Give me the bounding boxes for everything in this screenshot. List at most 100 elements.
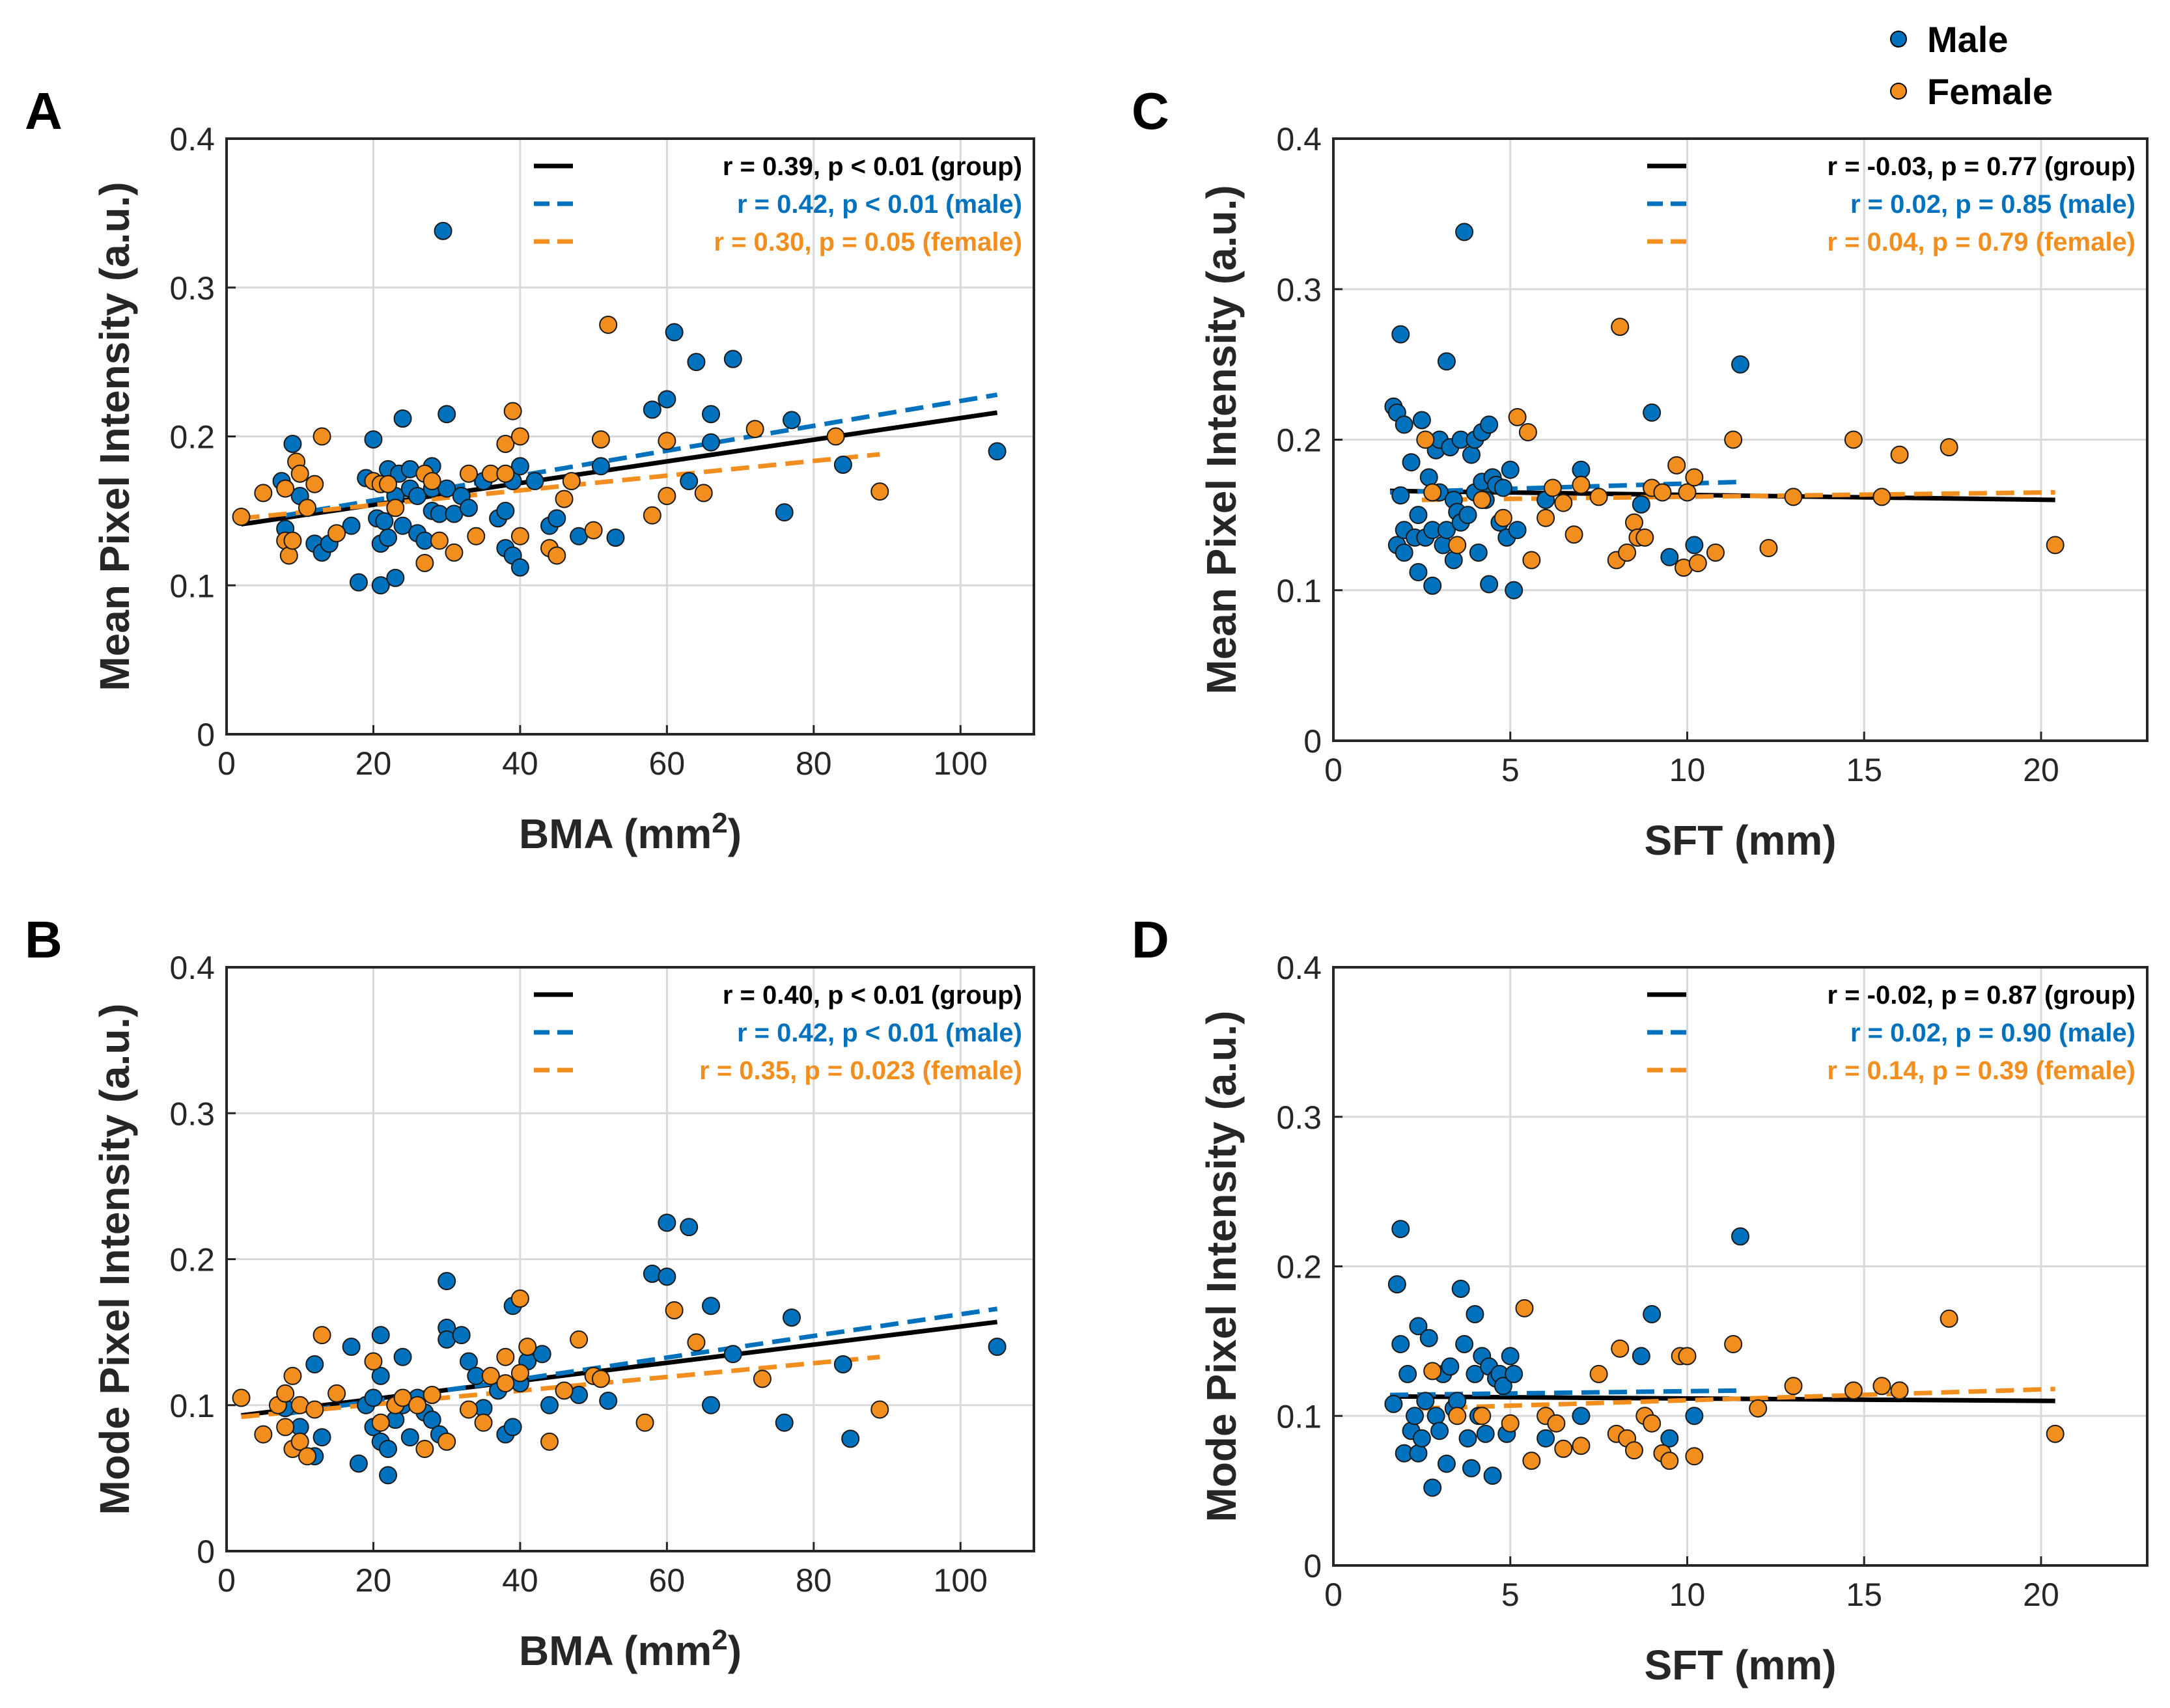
female-point	[1724, 430, 1743, 449]
male-point	[533, 1345, 551, 1364]
male-point	[1441, 1357, 1460, 1376]
male-point	[313, 1428, 331, 1447]
y-tick-label: 0.3	[169, 1095, 215, 1132]
female-point	[503, 402, 522, 420]
female-point	[460, 464, 478, 483]
female-point	[1611, 1339, 1630, 1358]
y-tick-label: 0	[1303, 1548, 1322, 1584]
male-point	[1416, 1392, 1435, 1411]
male-point	[1494, 1377, 1512, 1396]
panel-A: 0 20 40 60 80 100 0 0.1 0.2 0.3 0.4 BMA (mm2) Mean P…	[25, 82, 1035, 857]
male-point	[1501, 460, 1520, 479]
male-point	[364, 430, 383, 449]
male-point	[783, 1308, 801, 1327]
female-point	[1589, 1364, 1608, 1383]
male-point	[1731, 1227, 1749, 1246]
female-point	[510, 1289, 529, 1308]
female-point	[745, 420, 764, 439]
male-point	[342, 516, 361, 535]
y-axis-label: Mode Pixel Intensity (a.u.)	[1198, 1011, 1245, 1522]
female-point	[1554, 1439, 1573, 1458]
x-axis-label-superscript: 2	[712, 1624, 727, 1656]
male-legend-label: r = 0.42, p < 0.01 (male)	[737, 190, 1022, 219]
male-point	[283, 434, 302, 453]
male-point	[1660, 547, 1679, 566]
x-axis-label-main: SFT (mm)	[1644, 1642, 1836, 1688]
female-point	[1706, 543, 1725, 562]
male-point	[1391, 1334, 1410, 1353]
male-point	[460, 499, 478, 517]
male-point	[1508, 521, 1527, 540]
female-point	[1678, 1347, 1697, 1366]
x-axis-label: SFT (mm)	[1644, 817, 1836, 864]
male-point	[680, 1218, 699, 1237]
male-point	[1412, 1429, 1431, 1448]
female-point	[1844, 1381, 1863, 1400]
y-tick-label: 0.3	[1276, 1099, 1322, 1136]
male-point	[1391, 325, 1410, 344]
male-point	[687, 353, 706, 372]
female-point	[753, 1370, 772, 1388]
female-point	[283, 1366, 302, 1385]
female-point	[665, 1301, 684, 1319]
female-point	[481, 1366, 500, 1385]
male-point	[658, 1213, 676, 1232]
female-point	[276, 1384, 295, 1403]
male-point	[1412, 411, 1431, 430]
female-point	[510, 427, 529, 446]
female-point	[510, 1364, 529, 1383]
y-tick-label: 0.1	[1276, 573, 1322, 609]
male-point	[1391, 1220, 1410, 1239]
male-point	[1469, 543, 1488, 562]
x-tick-label: 60	[649, 745, 686, 782]
female-point	[1508, 407, 1527, 426]
x-tick-label: 10	[1669, 752, 1706, 788]
male-point	[658, 1267, 676, 1286]
male-point	[305, 1355, 324, 1373]
y-tick-label: 0	[197, 1534, 215, 1570]
female-point	[305, 475, 324, 493]
y-tick-label: 0.4	[169, 950, 215, 986]
male-point	[1458, 1429, 1477, 1448]
x-tick-label: 80	[796, 745, 832, 782]
y-tick-label: 0.2	[169, 419, 215, 456]
y-tick-label: 0.2	[169, 1242, 215, 1278]
male-point	[643, 400, 661, 419]
female-fit-line	[241, 452, 880, 521]
y-tick-label: 0.3	[1276, 271, 1322, 308]
female-point	[1501, 1414, 1520, 1433]
male-point	[1384, 1394, 1403, 1413]
male-point	[775, 503, 794, 522]
male-point	[1466, 1364, 1484, 1383]
male-point	[1632, 495, 1650, 514]
male-point	[379, 1440, 397, 1459]
male-point	[1423, 576, 1442, 595]
panel-B: 0 20 40 60 80 100 0 0.1 0.2 0.3 0.4 BMA (mm2) Mode P…	[25, 911, 1035, 1674]
male-point	[1480, 415, 1499, 434]
female-point	[1547, 1414, 1566, 1433]
panel-letter: C	[1132, 82, 1169, 140]
male-point	[1455, 1334, 1474, 1353]
male-legend-label: r = 0.42, p < 0.01 (male)	[737, 1019, 1022, 1047]
x-axis-label-main: SFT (mm)	[1644, 817, 1836, 864]
female-point	[1423, 1362, 1442, 1381]
female-point	[555, 489, 574, 508]
female-point	[496, 464, 515, 483]
y-tick-label: 0	[197, 717, 215, 753]
x-tick-label: 100	[934, 1562, 988, 1599]
female-legend-label: r = 0.35, p = 0.023 (female)	[699, 1056, 1022, 1085]
male-point	[371, 576, 390, 595]
x-tick-label: 20	[2023, 752, 2059, 788]
male-point	[1466, 1305, 1484, 1324]
male-point	[393, 516, 412, 535]
male-point	[606, 529, 625, 547]
male-point	[702, 1297, 720, 1315]
female-point	[1448, 1407, 1467, 1426]
female-point	[1554, 493, 1573, 512]
female-point	[1940, 438, 1958, 457]
x-axis-label: SFT (mm)	[1644, 1642, 1836, 1688]
male-point	[1505, 1364, 1523, 1383]
female-point	[518, 1338, 537, 1357]
female-point	[1784, 488, 1803, 506]
